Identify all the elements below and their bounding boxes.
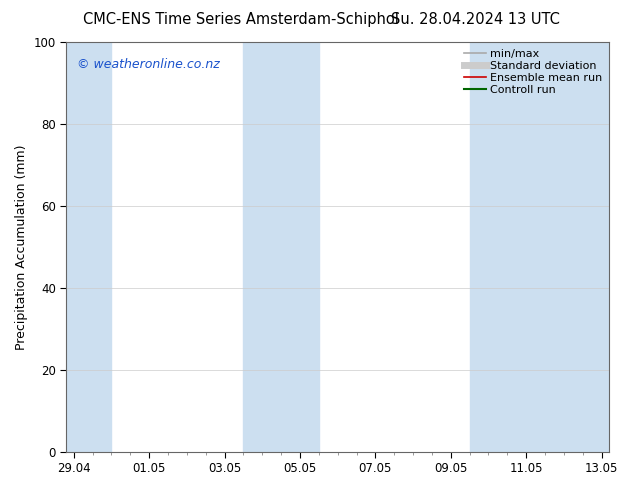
- Bar: [243, 42, 319, 452]
- Bar: [66, 42, 112, 452]
- Text: Su. 28.04.2024 13 UTC: Su. 28.04.2024 13 UTC: [391, 12, 560, 27]
- Legend: min/max, Standard deviation, Ensemble mean run, Controll run: min/max, Standard deviation, Ensemble me…: [459, 44, 607, 100]
- Y-axis label: Precipitation Accumulation (mm): Precipitation Accumulation (mm): [15, 144, 28, 349]
- Text: © weatheronline.co.nz: © weatheronline.co.nz: [77, 58, 220, 72]
- Text: CMC-ENS Time Series Amsterdam-Schiphol: CMC-ENS Time Series Amsterdam-Schiphol: [83, 12, 399, 27]
- Bar: [470, 42, 609, 452]
